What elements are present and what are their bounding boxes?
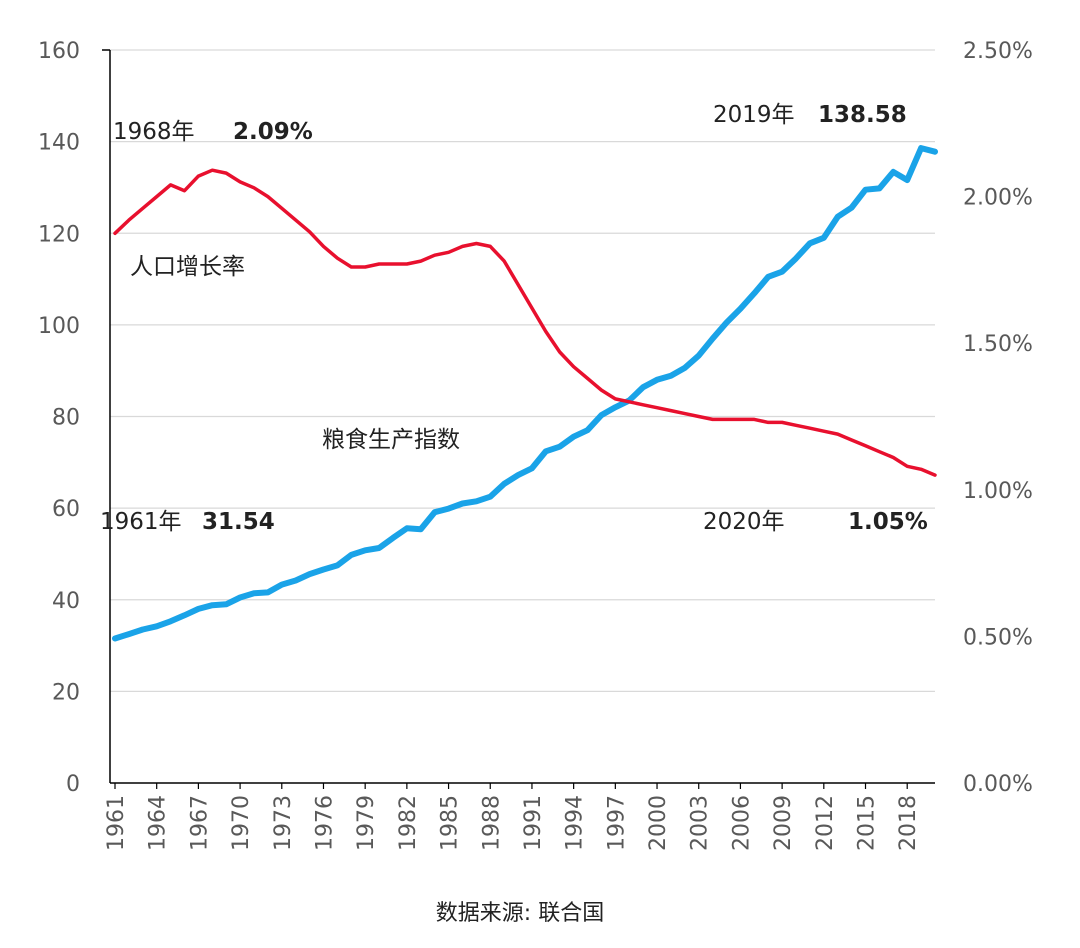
left-tick-label: 60 <box>52 497 80 522</box>
food-production-index-line <box>112 145 938 642</box>
annotation-food-peak-value: 138.58 <box>818 102 907 128</box>
right-tick-label: 1.00% <box>963 479 1033 504</box>
x-tick-label: 2003 <box>688 795 713 851</box>
x-tick-label: 2018 <box>896 795 921 851</box>
annotation-food-start-year: 1961年 <box>100 509 182 535</box>
left-tick-label: 120 <box>38 222 80 247</box>
left-tick-label: 20 <box>52 680 80 705</box>
x-tick-label: 1970 <box>229 795 254 851</box>
gridlines <box>110 49 935 692</box>
annotation-pop-peak-value: 2.09% <box>233 119 313 145</box>
x-tick-label: 2015 <box>855 795 880 851</box>
annotation-pop-end-year: 2020年 <box>703 509 785 535</box>
x-tick-label: 2012 <box>813 795 838 851</box>
x-tick-label: 1964 <box>146 795 171 851</box>
left-tick-label: 140 <box>38 131 80 156</box>
annotation-food-series-label: 粮食生产指数 <box>322 427 460 453</box>
x-tick-label: 2000 <box>646 795 671 851</box>
annotation-food-start-value: 31.54 <box>202 509 275 535</box>
left-tick-label: 40 <box>52 589 80 614</box>
x-axis-tick-labels: 1961 1964 1967 1970 1973 1976 1979 1982 1985 1988… <box>104 795 921 851</box>
source-note: 数据来源: 联合国 <box>436 901 604 926</box>
right-tick-label: 2.50% <box>963 39 1033 64</box>
left-tick-label: 100 <box>38 314 80 339</box>
left-tick-label: 0 <box>66 772 80 797</box>
series-lines <box>112 145 938 642</box>
x-tick-label: 1994 <box>563 795 588 851</box>
left-tick-label: 160 <box>38 39 80 64</box>
right-tick-label: 0.00% <box>963 772 1033 797</box>
x-tick-label: 1979 <box>354 795 379 851</box>
x-tick-label: 1985 <box>438 795 463 851</box>
x-tick-label: 1991 <box>521 795 546 851</box>
x-tick-label: 1982 <box>396 795 421 851</box>
x-tick-label: 2006 <box>729 795 754 851</box>
right-tick-label: 0.50% <box>963 625 1033 650</box>
annotation-food-peak-year: 2019年 <box>713 102 795 128</box>
axes <box>102 49 935 789</box>
population-growth-rate-line <box>113 168 937 477</box>
x-tick-label: 1973 <box>271 795 296 851</box>
left-tick-label: 80 <box>52 406 80 431</box>
right-tick-label: 1.50% <box>963 332 1033 357</box>
right-axis-tick-labels: 0.00% 0.50% 1.00% 1.50% 2.00% 2.50% <box>963 39 1033 797</box>
annotation-pop-end-value: 1.05% <box>848 509 928 535</box>
right-tick-label: 2.00% <box>963 186 1033 211</box>
x-tick-label: 1967 <box>187 795 212 851</box>
x-tick-label: 1961 <box>104 795 129 851</box>
annotation-pop-peak-year: 1968年 <box>113 119 195 145</box>
x-tick-label: 2009 <box>771 795 796 851</box>
x-tick-label: 1976 <box>312 795 337 851</box>
x-tick-label: 1997 <box>604 795 629 851</box>
annotation-pop-series-label: 人口增长率 <box>130 254 245 280</box>
x-tick-label: 1988 <box>479 795 504 851</box>
left-axis-tick-labels: 0 20 40 60 80 100 120 140 160 <box>38 39 80 797</box>
